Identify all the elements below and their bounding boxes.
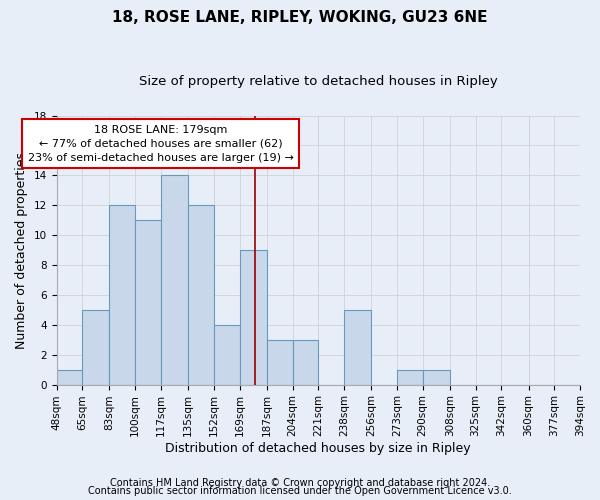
- Bar: [422, 370, 450, 384]
- Bar: [397, 370, 422, 384]
- Text: Contains HM Land Registry data © Crown copyright and database right 2024.: Contains HM Land Registry data © Crown c…: [110, 478, 490, 488]
- Text: 18 ROSE LANE: 179sqm
← 77% of detached houses are smaller (62)
23% of semi-detac: 18 ROSE LANE: 179sqm ← 77% of detached h…: [28, 124, 294, 162]
- Text: Contains public sector information licensed under the Open Government Licence v3: Contains public sector information licen…: [88, 486, 512, 496]
- Text: 18, ROSE LANE, RIPLEY, WOKING, GU23 6NE: 18, ROSE LANE, RIPLEY, WOKING, GU23 6NE: [112, 10, 488, 25]
- Bar: [239, 250, 267, 384]
- Bar: [109, 205, 135, 384]
- Y-axis label: Number of detached properties: Number of detached properties: [15, 152, 28, 348]
- Bar: [188, 205, 214, 384]
- Bar: [135, 220, 161, 384]
- Bar: [214, 325, 239, 384]
- Bar: [293, 340, 318, 384]
- X-axis label: Distribution of detached houses by size in Ripley: Distribution of detached houses by size …: [166, 442, 471, 455]
- Bar: [56, 370, 82, 384]
- Title: Size of property relative to detached houses in Ripley: Size of property relative to detached ho…: [139, 75, 497, 88]
- Bar: [344, 310, 371, 384]
- Bar: [267, 340, 293, 384]
- Bar: [161, 176, 188, 384]
- Bar: [82, 310, 109, 384]
